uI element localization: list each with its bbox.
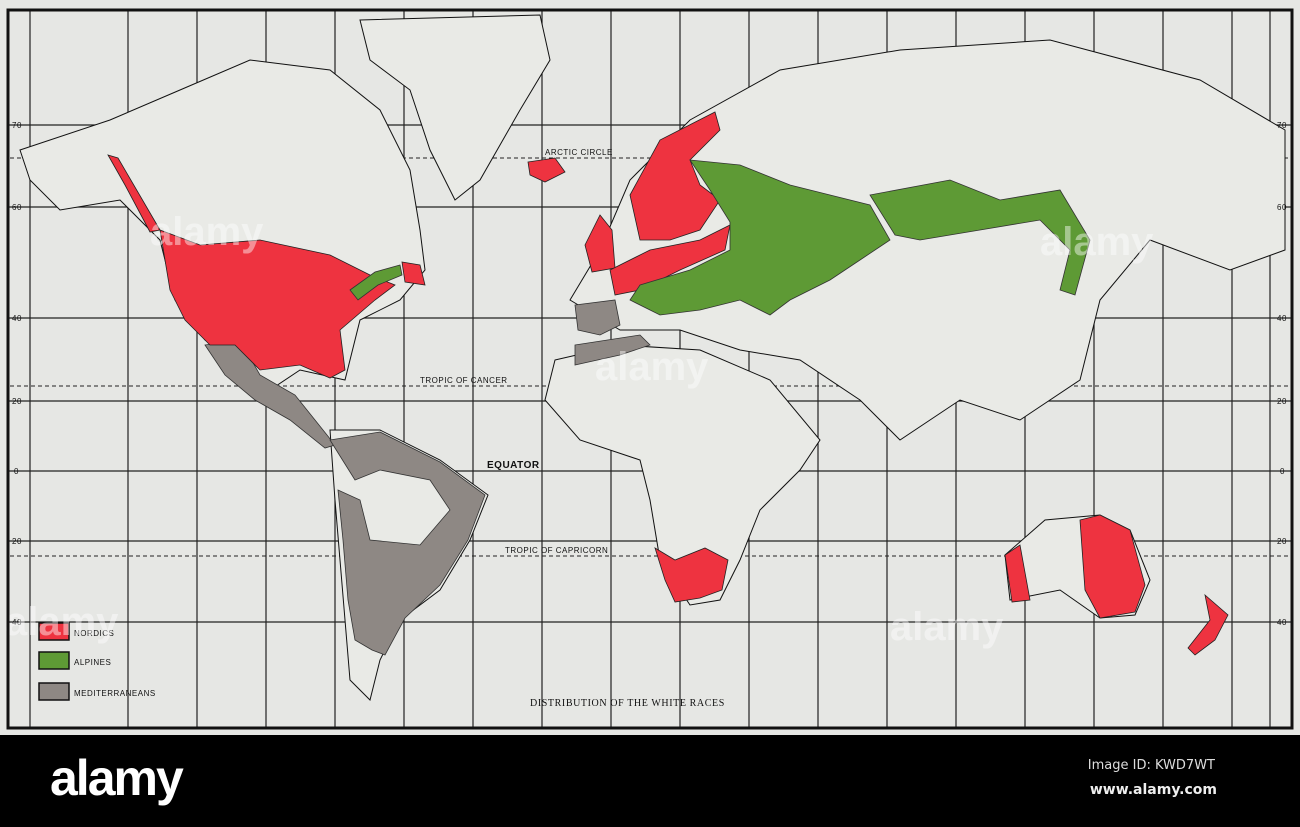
watermark: alamy: [1040, 220, 1154, 264]
alamy-logo: alamy: [50, 750, 184, 806]
scandinavia: [629, 111, 721, 241]
nordics-regions: [107, 111, 1229, 656]
watermark: alamy: [595, 345, 709, 389]
lat-label-40-left: 40: [12, 314, 22, 323]
lat-label-20-right: 20: [1277, 397, 1287, 406]
lat-label-0-right: 0: [1280, 467, 1285, 476]
latitude-labels: 70 60 40 20 0 20 40 70 60 40 20 0 20 40: [12, 121, 1287, 627]
africa: [544, 344, 821, 606]
watermark: alamy: [890, 605, 1004, 649]
british-isles: [584, 214, 616, 273]
alpines-regions: [349, 159, 1091, 316]
watermark: alamy: [5, 600, 119, 644]
reference-line-labels: ARCTIC CIRCLE TROPIC OF CANCER EQUATOR T…: [420, 148, 613, 555]
tropic-of-capricorn-label: TROPIC OF CAPRICORN: [505, 546, 608, 555]
footer-bar: alamy Image ID: KWD7WT www.alamy.com: [0, 735, 1300, 827]
lat-label-40-right: 40: [1277, 314, 1287, 323]
labrador-strip: [349, 264, 403, 301]
map-title: DISTRIBUTION OF THE WHITE RACES: [530, 698, 725, 709]
alaska-coast: [107, 154, 161, 233]
watermarks: alamy alamy alamy alamy alamy: [5, 210, 1154, 649]
greenland: [359, 14, 551, 201]
legend: NORDICS ALPINES MEDITERRANEANS: [38, 622, 156, 701]
lat-label-70-right: 70: [1277, 121, 1287, 130]
lat-label-60-right: 60: [1277, 203, 1287, 212]
south-america-region: [329, 431, 486, 656]
legend-swatch-nordics: [38, 622, 70, 641]
lat-label-60-left: 60: [12, 203, 22, 212]
lat-label-20s-right: 20: [1277, 537, 1287, 546]
site-url: www.alamy.com: [1089, 782, 1217, 798]
legend-swatch-mediterraneans: [38, 682, 70, 701]
australia-region: [1004, 514, 1146, 619]
iceland: [527, 157, 566, 183]
central-europe-russia: [629, 159, 891, 316]
map-svg: 70 60 40 20 0 20 40 70 60 40 20 0 20 40 …: [5, 8, 1294, 730]
usa-canada-region: [159, 229, 396, 379]
lat-label-40s-left: 40: [12, 618, 22, 627]
legend-swatch-alpines: [38, 651, 70, 670]
eurasia: [569, 39, 1286, 441]
arctic-circle-label: ARCTIC CIRCLE: [545, 148, 613, 157]
lat-label-20s-left: 20: [12, 537, 22, 546]
map-frame: [6, 8, 1294, 730]
legend-label-mediterraneans: MEDITERRANEANS: [74, 689, 156, 698]
world-map: 70 60 40 20 0 20 40 70 60 40 20 0 20 40 …: [0, 0, 1300, 735]
iberia-north-africa: [574, 299, 651, 366]
north-europe: [609, 224, 731, 296]
lat-label-0-left: 0: [14, 467, 19, 476]
new-zealand: [1187, 593, 1229, 656]
tropic-of-cancer-label: TROPIC OF CANCER: [420, 376, 508, 385]
legend-label-nordics: NORDICS: [74, 629, 114, 638]
lat-label-20-left: 20: [12, 397, 22, 406]
siberia-band: [869, 179, 1091, 296]
legend-label-alpines: ALPINES: [74, 658, 111, 667]
lat-label-40s-right: 40: [1277, 618, 1287, 627]
mediterraneans-regions: [204, 299, 651, 656]
lat-label-70-left: 70: [12, 121, 22, 130]
image-id: Image ID: KWD7WT: [1087, 758, 1215, 773]
newfoundland: [401, 261, 426, 286]
watermark: alamy: [150, 210, 264, 254]
equator-label: EQUATOR: [487, 460, 540, 471]
south-africa: [654, 547, 729, 603]
